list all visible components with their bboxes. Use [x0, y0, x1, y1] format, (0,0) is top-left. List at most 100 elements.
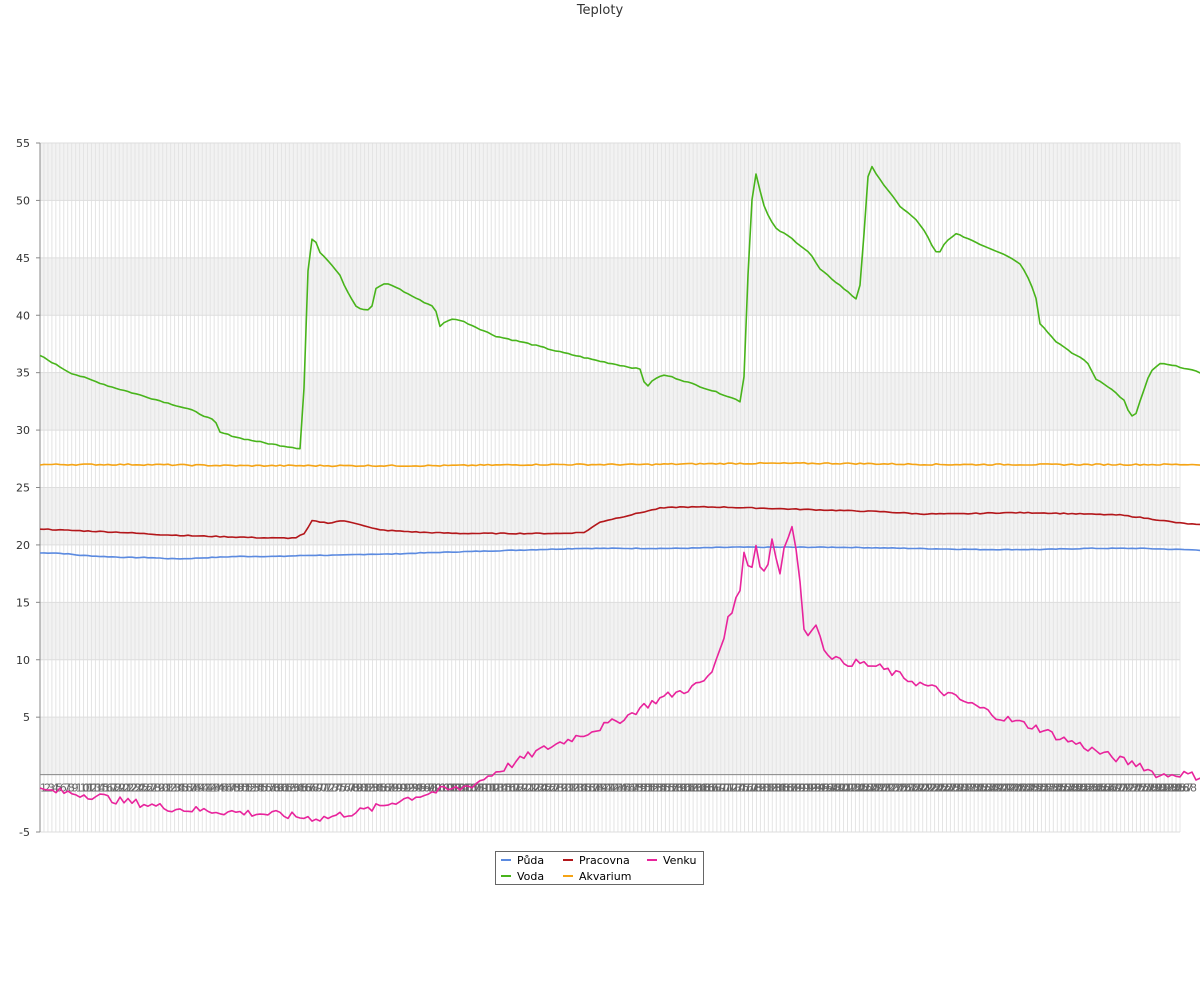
x-tick-label: 172 — [717, 782, 738, 795]
x-tick-label: 213 — [879, 782, 900, 795]
y-tick-label: -5 — [19, 826, 30, 839]
x-tick-label: 19 — [111, 782, 125, 795]
legend-label-pracovna: Pracovna — [579, 854, 630, 867]
x-tick-label: 203 — [840, 782, 861, 795]
x-tick-label: 251 — [1030, 782, 1051, 795]
x-tick-label: 165 — [689, 782, 710, 795]
x-tick-label: 55 — [254, 782, 268, 795]
series-line-půda — [39, 546, 1200, 560]
x-tick-label: 67 — [301, 782, 315, 795]
x-tick-label: 233 — [958, 782, 979, 795]
y-tick-label: 10 — [16, 654, 30, 667]
x-tick-label: 186 — [772, 782, 793, 795]
x-tick-label: 23 — [127, 782, 141, 795]
x-tick-label: 231 — [950, 782, 971, 795]
x-tick-label: 219 — [903, 782, 924, 795]
x-tick-label: 32 — [163, 782, 177, 795]
x-tick-label: 24 — [131, 782, 145, 795]
x-tick-label: 225 — [927, 782, 948, 795]
x-tick-label: 148 — [622, 782, 643, 795]
legend-label-akvarium: Akvarium — [579, 870, 632, 883]
x-tick-label: 94 — [408, 782, 422, 795]
x-tick-label: 49 — [230, 782, 244, 795]
x-tick-label: 158 — [661, 782, 682, 795]
x-tick-label: 20 — [115, 782, 129, 795]
x-tick-label: 65 — [293, 782, 307, 795]
x-tick-label: 34 — [171, 782, 185, 795]
x-tick-label: 185 — [768, 782, 789, 795]
x-tick-label: 68 — [305, 782, 319, 795]
x-tick-label: 87 — [380, 782, 394, 795]
x-tick-label: 240 — [986, 782, 1007, 795]
legend-swatch-venku — [647, 859, 657, 861]
x-tick-label: 207 — [855, 782, 876, 795]
x-tick-label: 193 — [800, 782, 821, 795]
series-lines — [39, 165, 1200, 822]
x-tick-label: 35 — [175, 782, 189, 795]
x-tick-label: 45 — [214, 782, 228, 795]
y-tick-labels: -5 5 10 15 20 25 30 35 40 45 50 55 — [16, 137, 40, 839]
x-tick-label: 64 — [289, 782, 303, 795]
x-tick-label: 108 — [464, 782, 485, 795]
x-tick-label: 257 — [1053, 782, 1074, 795]
x-tick-label: 255 — [1045, 782, 1066, 795]
x-tick-label: 280 — [1144, 782, 1165, 795]
x-tick-label: 187 — [776, 782, 797, 795]
x-tick-label: 204 — [844, 782, 865, 795]
x-tick-label: 286 — [1168, 782, 1189, 795]
x-tick-label: 161 — [673, 782, 694, 795]
x-tick-label: 149 — [626, 782, 647, 795]
x-tick-label: 285 — [1164, 782, 1185, 795]
x-tick-label: 275 — [1125, 782, 1146, 795]
x-tick-label: 232 — [954, 782, 975, 795]
x-tick-label: 69 — [309, 782, 323, 795]
x-tick-label: 183 — [760, 782, 781, 795]
x-tick-label: 144 — [606, 782, 627, 795]
x-tick-label: 50 — [234, 782, 248, 795]
x-tick-label: 276 — [1129, 782, 1150, 795]
x-tick-label: 250 — [1026, 782, 1047, 795]
x-tick-label: 197 — [816, 782, 837, 795]
y-tick-label: 5 — [23, 711, 30, 724]
x-tick-label: 111 — [475, 782, 496, 795]
x-tick-label: 9 — [72, 782, 79, 795]
x-tick-label: 267 — [1093, 782, 1114, 795]
x-tick-label: 215 — [887, 782, 908, 795]
x-tick-label: 146 — [614, 782, 635, 795]
x-tick-label: 176 — [733, 782, 754, 795]
x-tick-label: 278 — [1136, 782, 1157, 795]
x-tick-label: 284 — [1160, 782, 1181, 795]
x-tick-label: 244 — [1002, 782, 1023, 795]
x-tick-label: 40 — [194, 782, 208, 795]
x-tick-label: 25 — [135, 782, 149, 795]
legend-label-venku: Venku — [663, 854, 697, 867]
x-tick-label: 182 — [756, 782, 777, 795]
x-tick-label: 282 — [1152, 782, 1173, 795]
x-tick-label: 4 — [52, 782, 59, 795]
x-tick-label: 106 — [456, 782, 477, 795]
x-tick-label: 279 — [1140, 782, 1161, 795]
x-tick-label: 260 — [1065, 782, 1086, 795]
x-tick-label: 30 — [155, 782, 169, 795]
x-tick-label: 135 — [570, 782, 591, 795]
x-tick-label: 212 — [875, 782, 896, 795]
y-tick-label: 25 — [16, 482, 30, 495]
x-tick-label: 16 — [99, 782, 113, 795]
x-tick-label: 63 — [285, 782, 299, 795]
x-tick-label: 147 — [618, 782, 639, 795]
x-tick-label: 166 — [693, 782, 714, 795]
x-tick-label: 10 — [76, 782, 90, 795]
x-tick-label: 261 — [1069, 782, 1090, 795]
x-tick-label: 223 — [919, 782, 940, 795]
x-tick-label: 33 — [167, 782, 181, 795]
x-tick-label: 59 — [270, 782, 284, 795]
x-tick-label: 3 — [48, 782, 55, 795]
x-tick-label: 269 — [1101, 782, 1122, 795]
x-tick-label: 17 — [103, 782, 117, 795]
x-tick-label: 61 — [278, 782, 292, 795]
x-tick-label: 86 — [376, 782, 390, 795]
x-tick-label: 227 — [935, 782, 956, 795]
x-tick-label: 51 — [238, 782, 252, 795]
x-tick-label: 21 — [119, 782, 133, 795]
